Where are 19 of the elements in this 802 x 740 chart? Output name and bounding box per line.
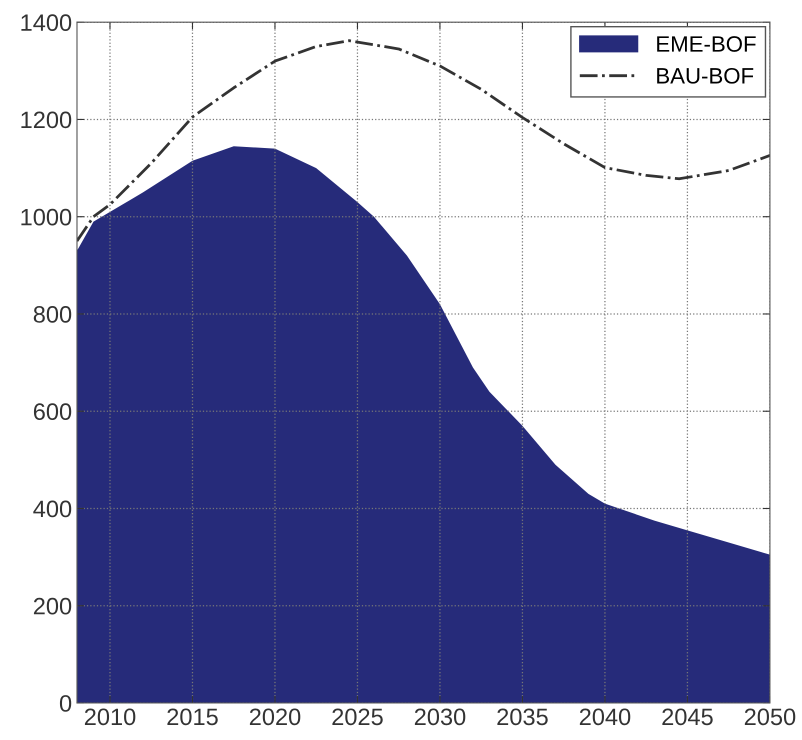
y-tick-label: 1400 [21, 14, 72, 31]
x-tick-label: 2010 [84, 708, 136, 726]
x-tick-label: 2015 [167, 708, 218, 726]
x-tick-label: 2035 [497, 708, 548, 726]
y-tick-label: 800 [34, 306, 72, 323]
y-tick-label: 400 [33, 500, 72, 518]
y-tick-label: 600 [34, 403, 72, 420]
legend-label: EME-BOF [657, 36, 756, 52]
x-tick-label: 2040 [580, 708, 630, 726]
y-tick-label: 200 [34, 598, 72, 615]
x-tick-label: 2045 [662, 708, 713, 726]
x-tick-label: 2050 [744, 708, 796, 726]
x-tick-label: 2025 [332, 708, 383, 726]
x-tick-label: 2030 [414, 708, 466, 726]
y-tick-label: 1000 [21, 208, 72, 226]
x-tick-label: 2020 [250, 708, 300, 726]
y-tick-label: 0 [60, 695, 72, 712]
y-tick-label: 1200 [21, 112, 72, 128]
legend-label: BAU-BOF [657, 68, 754, 84]
